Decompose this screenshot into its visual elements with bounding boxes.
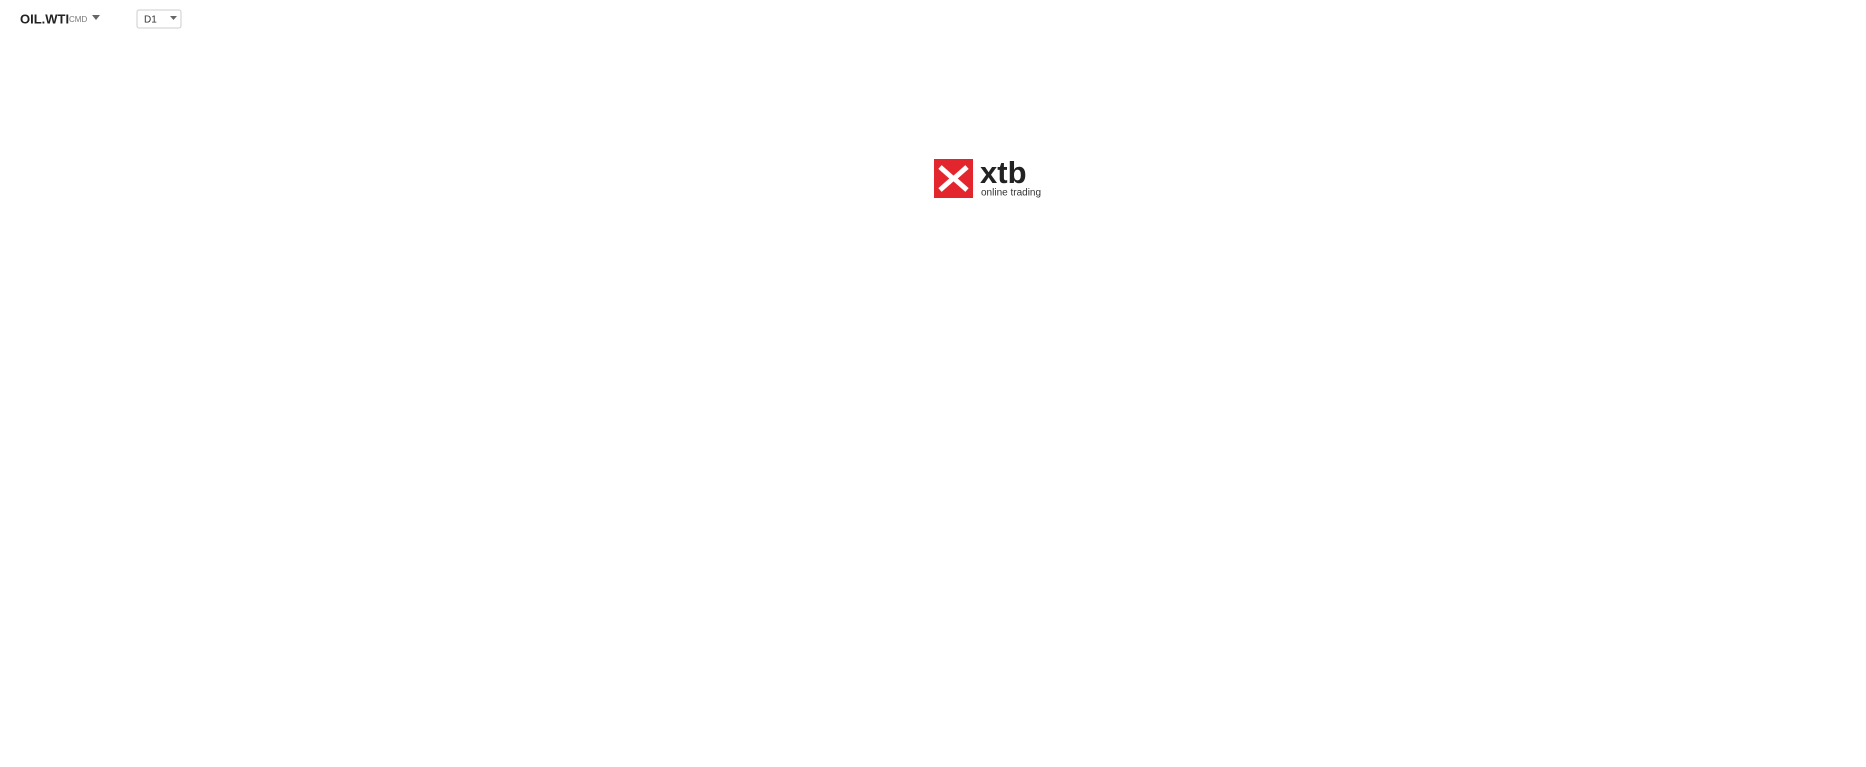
- logo-x: [938, 165, 969, 192]
- symbol-dropdown[interactable]: [92, 15, 100, 20]
- logo-brand: xtb: [980, 155, 1027, 190]
- timeframe-dropdown[interactable]: [170, 16, 177, 20]
- market: CMD: [69, 15, 87, 24]
- timeframe-box[interactable]: [136, 9, 182, 29]
- logo-tagline: online trading: [981, 188, 1041, 199]
- symbol[interactable]: OIL.WTI: [20, 11, 69, 26]
- timeframe[interactable]: D1: [144, 15, 157, 26]
